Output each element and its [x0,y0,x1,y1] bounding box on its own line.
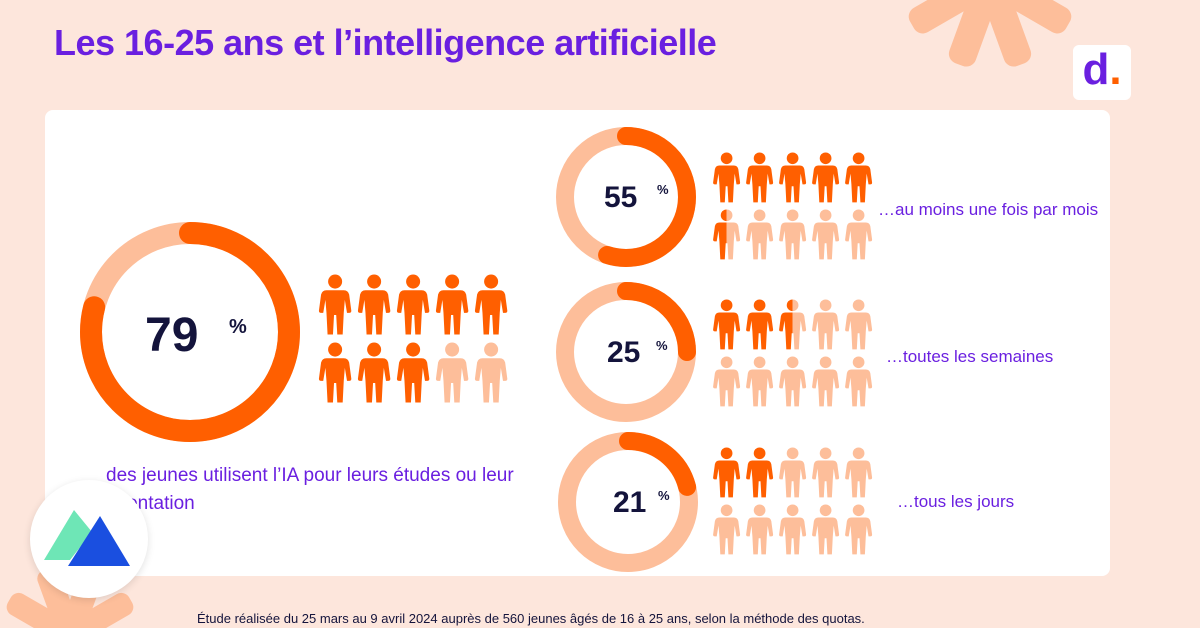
decorative-flower-top [908,0,1072,67]
sub-stat-unit-weekly: % [656,338,668,353]
main-ring-fill [80,222,300,442]
person-icon [396,342,430,403]
person-icon [779,447,807,498]
main-stat-value: 79 [145,309,199,362]
sub-ring-2-fill [558,432,698,572]
person-icon [713,152,741,203]
person-icon [812,299,840,350]
main-stat-unit: % [229,316,247,338]
person-icon [779,209,807,260]
people-grid-weekly [713,299,873,407]
person-icon [746,299,774,350]
person-icon [812,504,840,555]
person-icon [812,447,840,498]
sub-ring-0-fill [556,127,696,267]
brand-logo: d. [1073,45,1131,100]
person-icon [845,447,873,498]
main-people-grid [318,274,508,403]
app-badge [30,480,148,598]
person-icon [746,356,774,407]
sub-stat-label-weekly: …toutes les semaines [886,347,1054,366]
footer-note: Étude réalisée du 25 mars au 9 avril 202… [197,611,865,626]
sub-stat-ring-daily [558,432,698,572]
sub-stat-unit-monthly: % [657,182,669,197]
sub-stat-ring-weekly [556,282,696,422]
person-icon [746,209,774,260]
sub-stat-value-weekly: 25 [607,336,641,369]
person-icon [779,504,807,555]
person-icon [318,342,352,403]
person-icon [746,152,774,203]
infographic-card [45,110,1110,576]
main-stat-caption: des jeunes utilisent l’IA pour leurs étu… [106,465,514,514]
triangle-logo-icon [44,510,130,566]
brand-letter: d [1082,45,1110,94]
person-icon [713,209,741,260]
people-grid-daily [713,447,873,555]
person-icon [746,504,774,555]
page-title: Les 16-25 ans et l’intelligence artifici… [54,22,717,63]
person-icon [435,274,469,335]
person-icon [812,356,840,407]
person-icon [713,504,741,555]
person-icon [396,274,430,335]
sub-stat-label-daily: …tous les jours [897,492,1015,511]
person-icon [746,447,774,498]
person-icon [713,299,741,350]
person-icon [474,342,508,403]
person-icon [713,447,741,498]
person-icon [812,152,840,203]
person-icon [779,356,807,407]
sub-stat-label-monthly: …au moins une fois par mois [878,200,1099,219]
sub-ring-1-fill [556,282,696,422]
sub-stat-value-monthly: 55 [604,181,638,214]
sub-stat-unit-daily: % [658,488,670,503]
person-icon [357,342,391,403]
sub-stat-ring-monthly [556,127,696,267]
person-icon [845,504,873,555]
main-progress-ring [80,222,300,442]
person-icon [812,209,840,260]
person-icon [845,152,873,203]
person-icon [779,299,807,350]
brand-dot: . [1109,45,1122,94]
person-icon [318,274,352,335]
person-icon [845,299,873,350]
person-icon [713,356,741,407]
sub-stat-value-daily: 21 [613,486,647,519]
person-icon [435,342,469,403]
people-grid-monthly [713,152,873,260]
person-icon [357,274,391,335]
person-icon [474,274,508,335]
person-icon [845,209,873,260]
person-icon [779,152,807,203]
person-icon [845,356,873,407]
